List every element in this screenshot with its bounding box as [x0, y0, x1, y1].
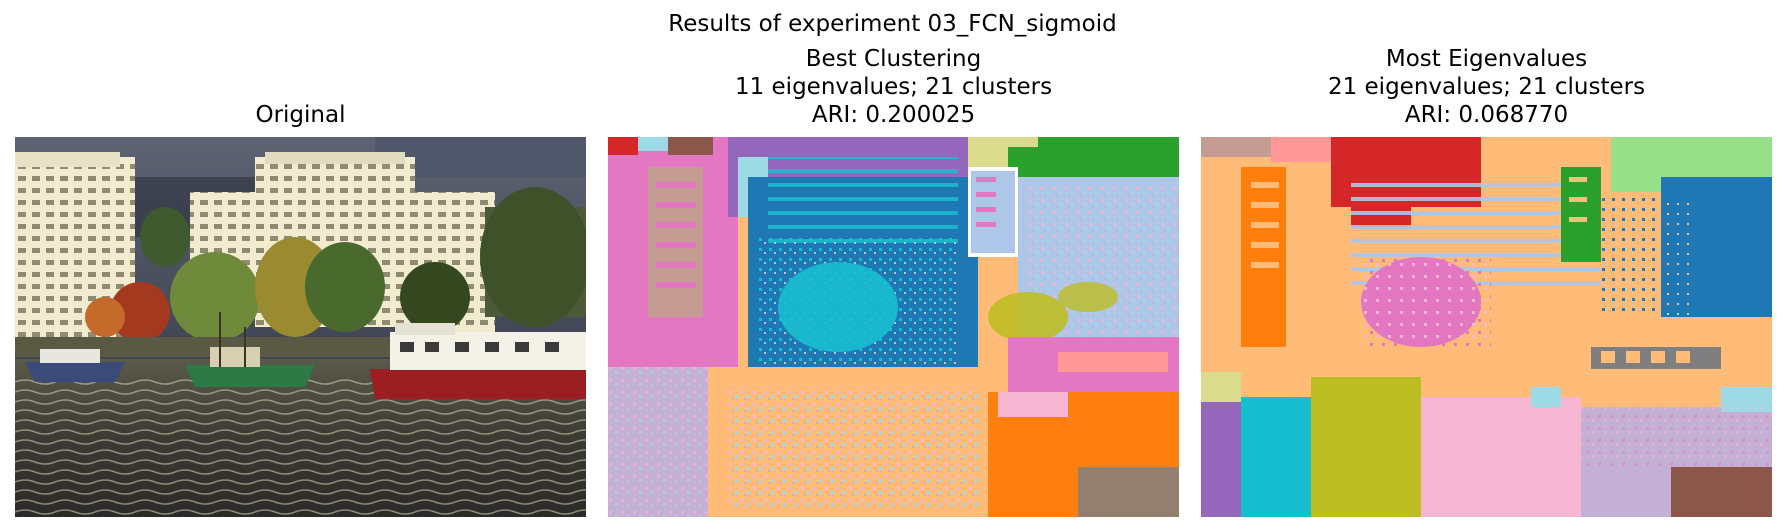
best-title-line-3: ARI: 0.200025: [811, 102, 976, 128]
harbor-photo: [15, 137, 586, 517]
best-title-line-1: Best Clustering: [805, 46, 982, 72]
segmentation-map-best: [608, 137, 1179, 517]
figure-suptitle: Results of experiment 03_FCN_sigmoid: [668, 11, 1117, 37]
original-image: [15, 137, 586, 517]
most-title-line-2: 21 eigenvalues; 21 clusters: [1327, 74, 1646, 100]
most-eigenvalues-panel-title: Most Eigenvalues 21 eigenvalues; 21 clus…: [1201, 45, 1772, 129]
most-eigenvalues-segmentation: [1201, 137, 1772, 517]
best-clustering-panel-title: Best Clustering 11 eigenvalues; 21 clust…: [608, 45, 1179, 129]
original-title-line: Original: [255, 102, 346, 128]
most-title-line-3: ARI: 0.068770: [1404, 102, 1569, 128]
original-panel-title: Original: [15, 101, 586, 129]
best-clustering-segmentation: [608, 137, 1179, 517]
most-title-line-1: Most Eigenvalues: [1385, 46, 1588, 72]
best-title-line-2: 11 eigenvalues; 21 clusters: [734, 74, 1053, 100]
segmentation-map-most: [1201, 137, 1772, 517]
